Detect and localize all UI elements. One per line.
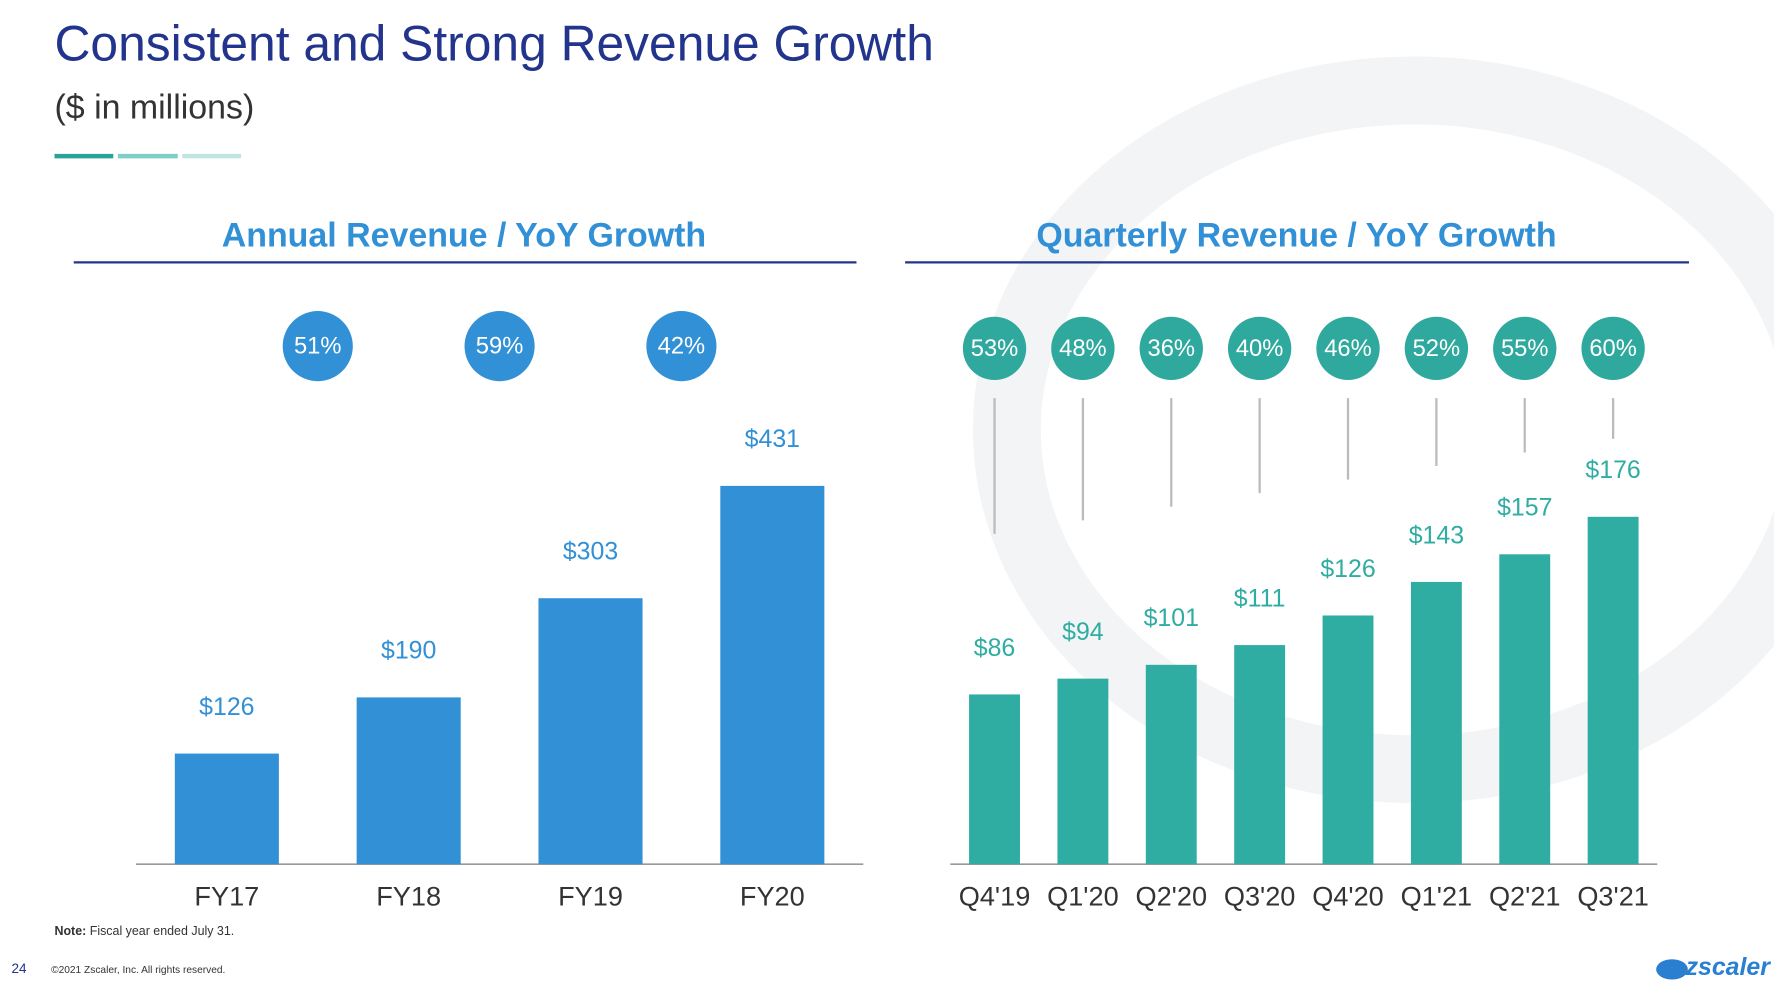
bar (1410, 581, 1462, 865)
value-label: $126 (1320, 555, 1375, 583)
bar (538, 598, 643, 865)
growth-label: 52% (1413, 335, 1461, 362)
growth-label: 60% (1589, 335, 1637, 362)
value-label: $101 (1144, 604, 1199, 632)
growth-bubble (646, 311, 717, 382)
growth-label: 42% (658, 333, 706, 360)
logo-cloud (1656, 959, 1688, 980)
note-text: Fiscal year ended July 31. (90, 924, 235, 938)
growth-label: 46% (1324, 335, 1372, 362)
x-tick-label: Q3'20 (1224, 880, 1296, 911)
value-label: $157 (1497, 494, 1552, 522)
growth-bubble (962, 316, 1027, 381)
x-tick-label: Q1'20 (1047, 880, 1119, 911)
bar (1322, 615, 1374, 865)
x-tick-label: Q4'19 (959, 880, 1031, 911)
growth-bubble (464, 311, 535, 382)
bar (1234, 645, 1286, 865)
growth-bubble (1404, 316, 1469, 381)
x-tick-label: Q3'21 (1577, 880, 1649, 911)
growth-label: 55% (1501, 335, 1549, 362)
bar (1499, 554, 1551, 865)
bar (1145, 664, 1197, 865)
page-number: 24 (12, 961, 28, 976)
bar (356, 697, 461, 865)
growth-label: 40% (1236, 335, 1284, 362)
value-label: $94 (1062, 618, 1104, 646)
growth-label: 36% (1147, 335, 1195, 362)
note: Note: Fiscal year ended July 31. (54, 924, 234, 938)
value-label: $176 (1585, 456, 1640, 484)
growth-bubble (1493, 316, 1557, 381)
chart-title: Annual Revenue / YoY Growth (222, 217, 706, 255)
slide-subtitle: ($ in millions) (54, 89, 254, 127)
value-label: $126 (199, 693, 254, 721)
x-tick-label: Q2'21 (1489, 880, 1561, 911)
x-tick-label: Q2'20 (1135, 880, 1207, 911)
growth-label: 59% (476, 333, 524, 360)
value-label: $86 (974, 634, 1016, 662)
x-tick-label: FY20 (740, 880, 805, 911)
growth-bubble (282, 311, 353, 382)
x-tick-label: FY19 (558, 880, 623, 911)
note-label: Note: (54, 924, 86, 938)
copyright: ©2021 Zscaler, Inc. All rights reserved. (51, 965, 225, 976)
growth-bubble (1139, 316, 1203, 381)
chart-title: Quarterly Revenue / YoY Growth (1036, 217, 1556, 255)
bar (174, 753, 279, 865)
value-label: $431 (745, 425, 800, 453)
growth-bubble (1227, 316, 1292, 381)
growth-label: 48% (1059, 335, 1107, 362)
value-label: $303 (563, 538, 618, 566)
bar (1057, 678, 1109, 865)
growth-bubble (1051, 316, 1115, 381)
x-tick-label: FY17 (194, 880, 259, 911)
bar (1587, 516, 1639, 865)
bar (969, 694, 1020, 865)
background-swirl (973, 56, 1774, 803)
growth-bubble (1316, 316, 1380, 381)
value-label: $190 (381, 637, 436, 665)
growth-label: 51% (294, 333, 342, 360)
value-label: $111 (1234, 584, 1286, 612)
x-tick-label: Q1'21 (1401, 880, 1473, 911)
growth-label: 53% (971, 335, 1019, 362)
growth-bubble (1581, 316, 1645, 381)
logo: zscaler (1685, 953, 1772, 981)
bar (720, 485, 825, 865)
x-tick-label: Q4'20 (1312, 880, 1384, 911)
slide-title: Consistent and Strong Revenue Growth (54, 16, 933, 72)
x-tick-label: FY18 (376, 880, 441, 911)
value-label: $143 (1409, 521, 1464, 549)
